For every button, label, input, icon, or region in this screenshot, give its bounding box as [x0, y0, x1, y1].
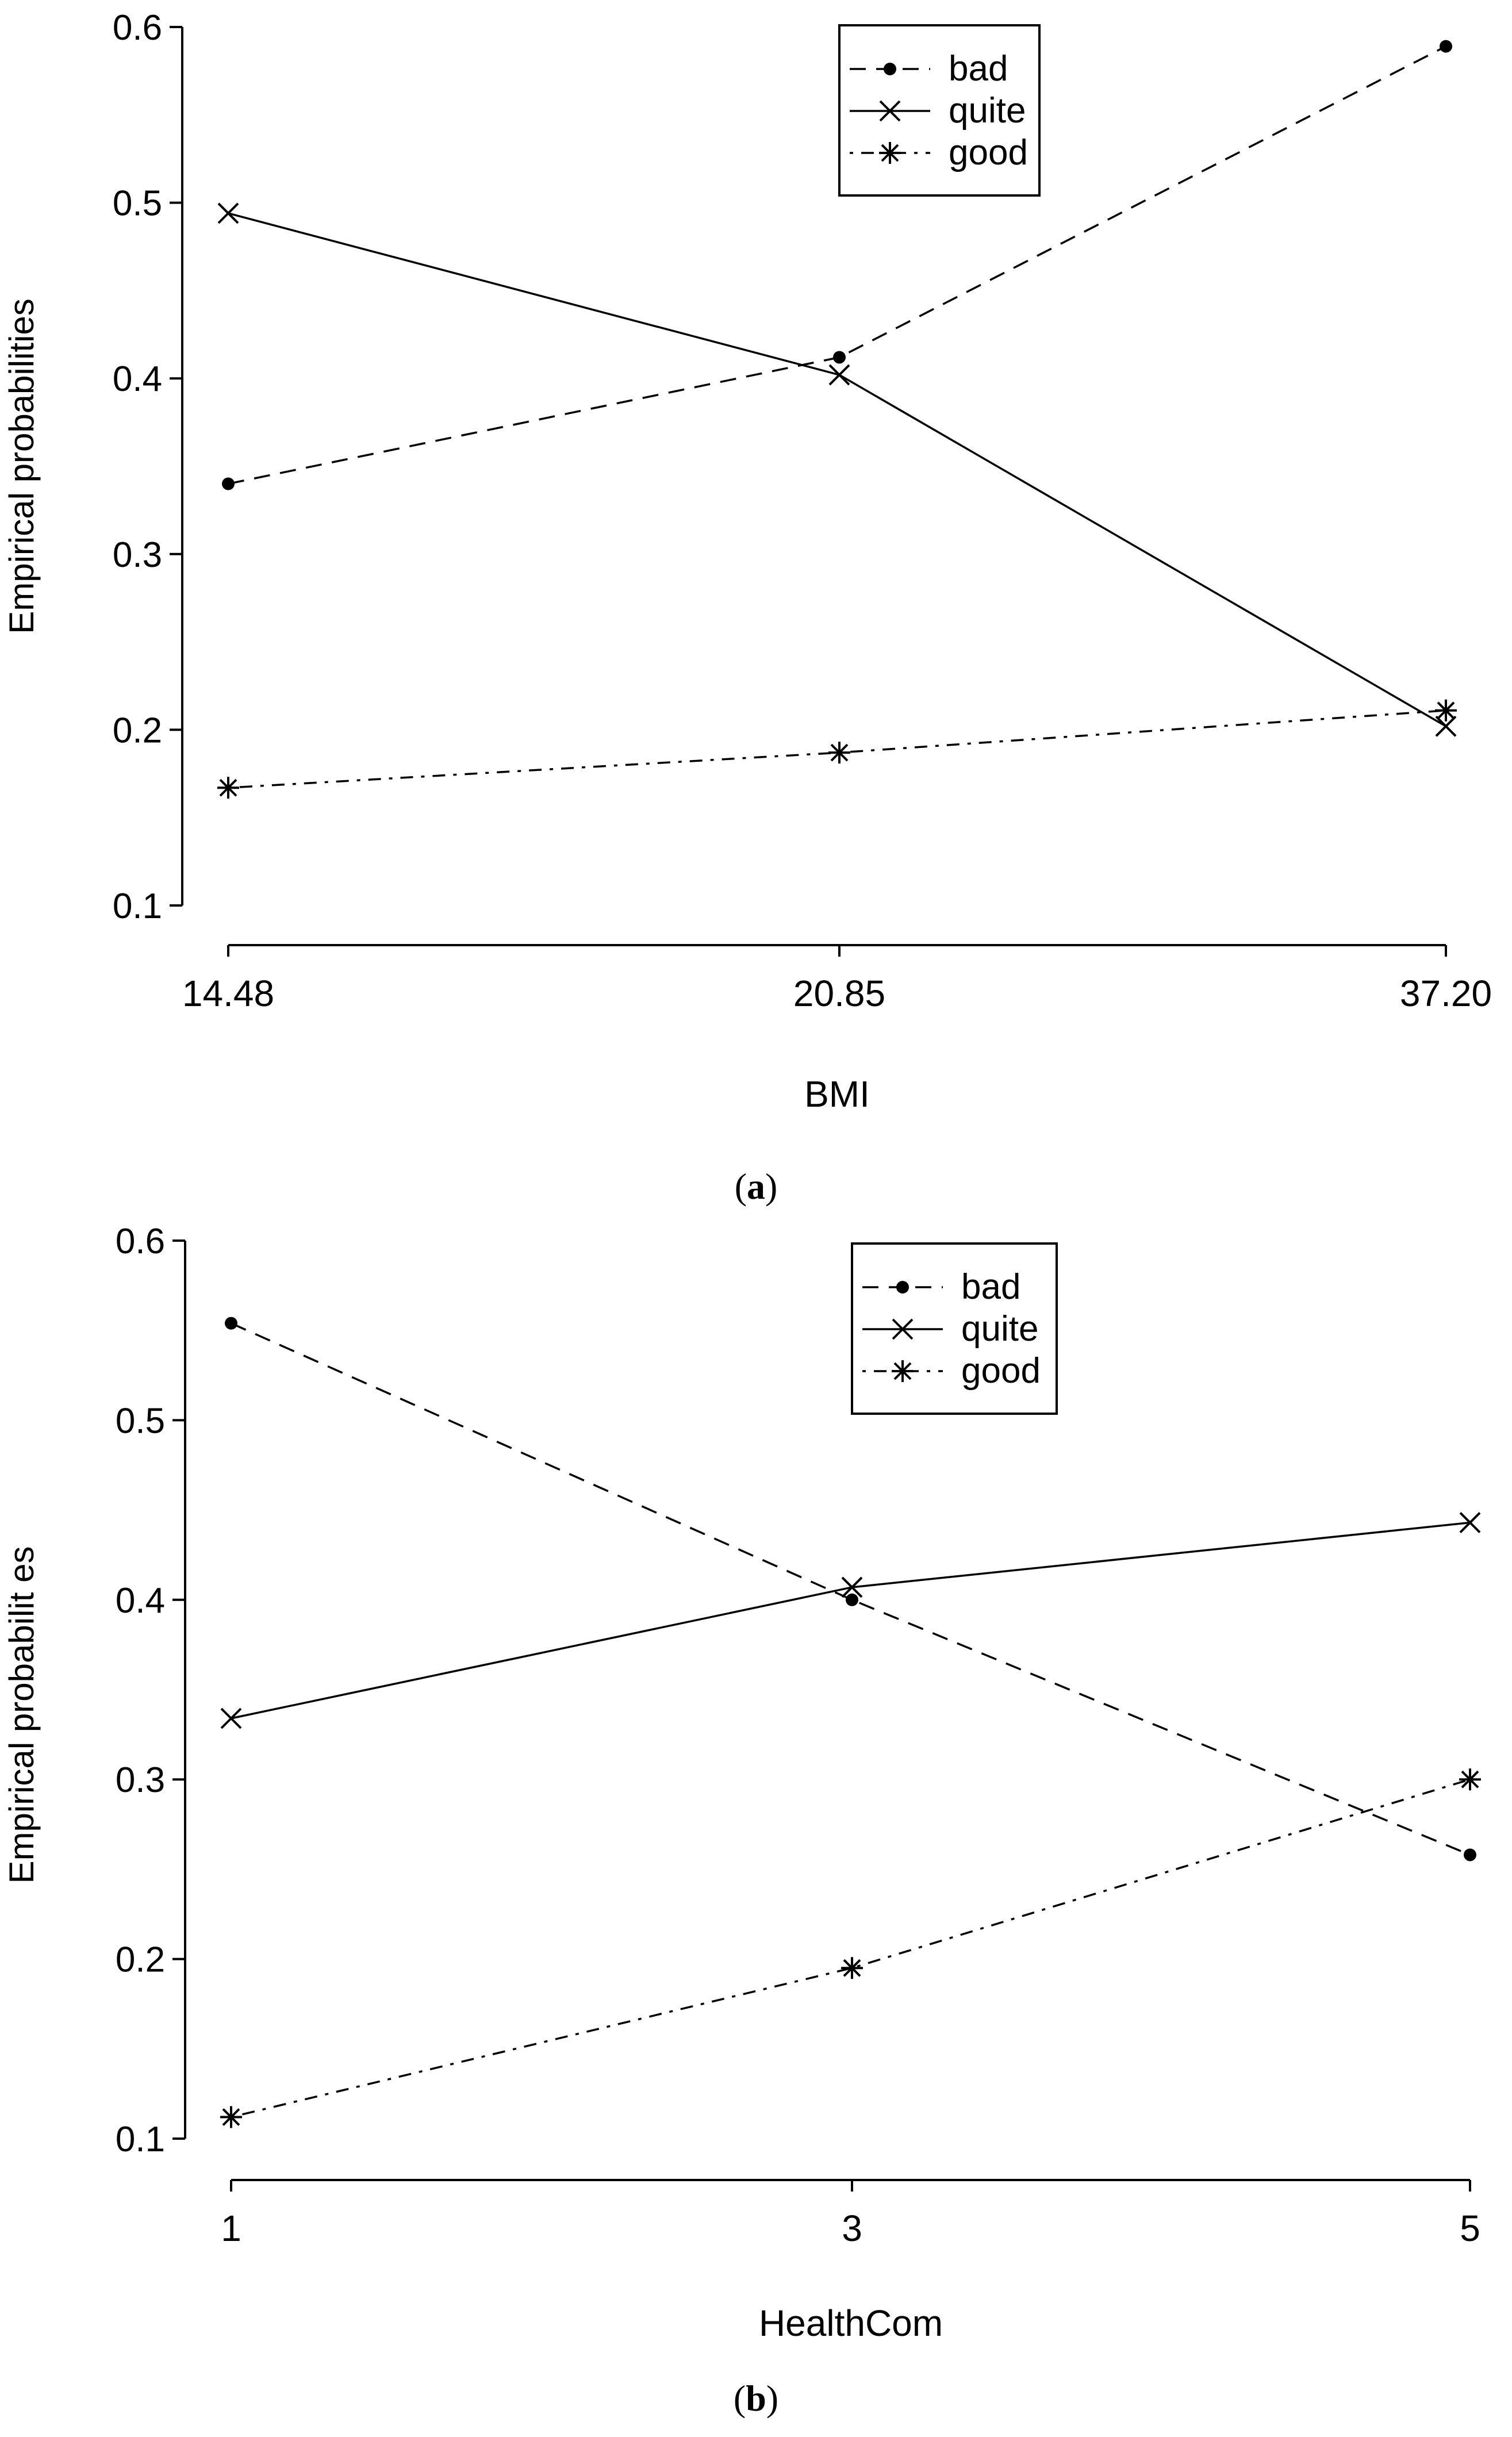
series-line-quite — [228, 212, 1446, 727]
y-tick-label: 0.5 — [113, 184, 162, 224]
y-tick-label: 0.5 — [116, 1401, 165, 1441]
chart-panel-a: 0.1 0.2 0.3 0.4 0.5 0.6 14.48 20.85 37.20 BMI Empi… — [2, 8, 1492, 1207]
data-point-bad — [222, 477, 235, 490]
legend-label-quite: quite — [949, 91, 1026, 131]
data-point-bad — [846, 1593, 858, 1606]
data-point-quite — [220, 1707, 242, 1729]
data-point-good — [217, 777, 239, 799]
data-point-quite — [217, 202, 239, 224]
panel-caption: (b) — [734, 2378, 778, 2419]
y-tick-label: 0.2 — [113, 711, 162, 750]
x-tick-label: 3 — [842, 2208, 862, 2249]
x-tick-label: 20.85 — [793, 973, 885, 1014]
data-point-good — [220, 2106, 242, 2128]
data-point-good — [841, 1957, 863, 1979]
series-line-quite — [231, 1521, 1471, 1720]
legend-marker-good — [892, 1360, 914, 1382]
data-point-quite — [1435, 715, 1457, 737]
x-axis-title: HealthCom — [759, 2302, 943, 2344]
data-point-quite — [828, 364, 850, 386]
x-tick-label: 1 — [221, 2208, 241, 2249]
legend-marker-bad — [896, 1281, 909, 1294]
x-tick-label: 14.48 — [182, 973, 274, 1014]
data-point-good — [828, 742, 850, 764]
series-line-bad — [228, 45, 1446, 485]
y-tick-label: 0.1 — [113, 886, 162, 926]
data-point-bad — [1464, 1848, 1476, 1862]
y-axis-title: Empirical probabilities — [2, 298, 41, 634]
y-axis-title: Empirical probabilit es — [2, 1546, 41, 1884]
y-tick-label: 0.4 — [116, 1581, 165, 1621]
legend-label-quite: quite — [961, 1309, 1038, 1349]
y-tick-label: 0.3 — [116, 1760, 165, 1800]
panel-caption: (a) — [735, 1166, 778, 1207]
y-tick-label: 0.3 — [113, 535, 162, 575]
series-line-bad — [231, 1322, 1471, 1856]
x-tick-label: 37.20 — [1400, 973, 1492, 1014]
x-tick-label: 5 — [1460, 2208, 1480, 2249]
legend-marker-good — [879, 142, 901, 164]
legend-label-good: good — [961, 1351, 1041, 1391]
y-tick-label: 0.6 — [113, 8, 162, 48]
x-axis-title: BMI — [804, 1073, 870, 1115]
series-line-good — [231, 1778, 1471, 2119]
y-tick-label: 0.6 — [116, 1222, 165, 1261]
panel-letter: b — [746, 2378, 766, 2419]
legend-marker-quite — [879, 100, 901, 122]
data-point-good — [1459, 1768, 1481, 1791]
data-point-quite — [1459, 1512, 1481, 1533]
data-point-quite — [841, 1576, 863, 1598]
y-tick-label: 0.2 — [116, 1940, 165, 1980]
legend-label-bad: bad — [961, 1267, 1020, 1307]
data-point-good — [1435, 699, 1457, 721]
panel-letter: a — [747, 1166, 765, 1207]
y-tick-label: 0.1 — [116, 2120, 165, 2159]
data-point-bad — [1440, 40, 1452, 53]
legend-marker-quite — [892, 1318, 914, 1340]
legend-marker-bad — [884, 63, 896, 75]
data-point-bad — [833, 351, 846, 364]
legend-box — [838, 24, 1041, 197]
legend-label-good: good — [949, 133, 1028, 172]
y-tick-label: 0.4 — [113, 359, 162, 399]
data-point-bad — [225, 1317, 237, 1330]
legend-label-bad: bad — [949, 49, 1008, 89]
chart-panel-b: 0.1 0.2 0.3 0.4 0.5 0.6 1 3 5 HealthCom Empirical … — [2, 1222, 1481, 2419]
